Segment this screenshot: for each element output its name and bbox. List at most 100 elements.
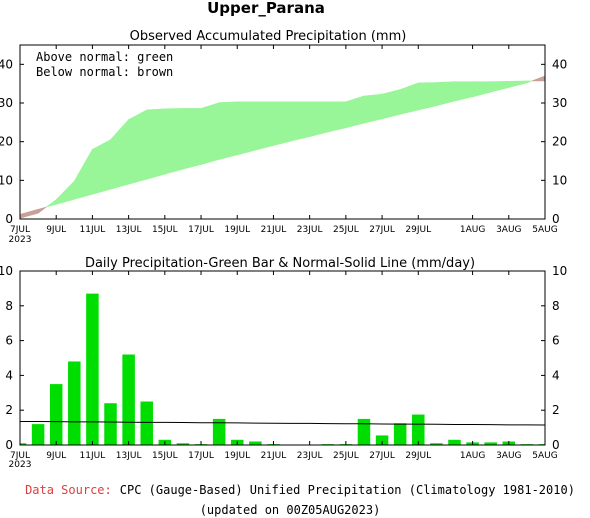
daily-x-tick-label: 17JUL <box>188 451 214 461</box>
accumulated-x-tick-label: 15JUL <box>152 225 178 235</box>
below-normal-area <box>531 75 546 82</box>
daily-y-tick-label: 4 <box>5 368 13 382</box>
daily-x-tick-label: 23JUL <box>297 451 323 461</box>
daily-x-tick-label: 19JUL <box>224 451 250 461</box>
data-source-label: Data Source: <box>25 483 112 497</box>
above-normal-area <box>436 81 455 107</box>
accumulated-x-tick-label: 19JUL <box>224 225 250 235</box>
daily-y-tick-label-right: 8 <box>552 299 560 313</box>
accumulated-y-tick-label: 0 <box>5 212 13 226</box>
daily-x-tick-label: 29JUL <box>405 451 431 461</box>
page-title: Upper_Parana <box>207 0 325 17</box>
above-normal-area <box>128 109 148 185</box>
daily-chart-title: Daily Precipitation-Green Bar & Normal-S… <box>85 256 475 271</box>
daily-year-label: 2023 <box>9 460 32 470</box>
above-normal-area <box>291 101 310 142</box>
daily-x-tick-label: 27JUL <box>369 451 395 461</box>
accumulated-x-axis: 7JUL 9JUL 11JUL 13JUL 15JUL 17JUL 19JUL 21JUL 23… <box>10 45 558 235</box>
above-normal-area <box>218 101 238 160</box>
daily-bar <box>31 424 45 445</box>
daily-bar <box>393 423 407 445</box>
above-normal-area <box>417 82 437 111</box>
above-normal-area <box>345 95 365 129</box>
above-normal-area <box>472 81 491 98</box>
daily-y-tick-label-right: 4 <box>552 368 560 382</box>
above-normal-area <box>255 101 274 151</box>
daily-x-axis: 7JUL 9JUL 11JUL 13JUL 15JUL 17JUL 19JUL 21JUL 23… <box>10 271 558 461</box>
daily-x-tick-label: 3AUG <box>496 451 521 461</box>
daily-y-axis: 0 0 2 2 4 4 6 6 8 8 10 10 <box>0 264 567 452</box>
above-normal-area <box>381 89 401 120</box>
above-normal-area <box>327 101 347 133</box>
updated-label: (updated on 00Z05AUG2023) <box>200 503 381 517</box>
daily-y-tick-label: 8 <box>5 299 13 313</box>
daily-x-tick-label: 15JUL <box>152 451 178 461</box>
accumulated-y-tick-label: 20 <box>0 135 13 149</box>
daily-x-tick-label: 1AUG <box>460 451 485 461</box>
accumulated-y-tick-label-right: 40 <box>552 57 567 71</box>
daily-bar <box>140 401 153 445</box>
daily-x-tick-label: 5AUG <box>532 451 557 461</box>
daily-y-tick-label-right: 2 <box>552 403 560 417</box>
above-normal-area <box>454 81 473 102</box>
accumulated-chart-title: Observed Accumulated Precipitation (mm) <box>130 29 407 44</box>
accumulated-y-tick-label: 30 <box>0 96 13 110</box>
daily-y-tick-label-right: 6 <box>552 334 560 348</box>
above-normal-area <box>200 102 220 165</box>
accumulated-x-tick-label: 17JUL <box>188 225 214 235</box>
above-normal-area <box>182 108 202 170</box>
above-normal-area <box>490 81 510 93</box>
accumulated-chart: Observed Accumulated Precipitation (mm) … <box>0 29 567 245</box>
accumulated-x-tick-label: 7JUL <box>10 225 30 235</box>
accumulated-y-tick-label-right: 0 <box>552 212 560 226</box>
accumulated-x-tick-label: 21JUL <box>261 225 287 235</box>
daily-bar <box>68 361 81 445</box>
above-normal-area <box>55 180 75 205</box>
daily-y-tick-label: 2 <box>5 403 13 417</box>
daily-x-tick-label: 7JUL <box>10 451 30 461</box>
daily-bar <box>122 354 135 445</box>
above-normal-area <box>363 93 383 124</box>
accumulated-x-tick-label: 3AUG <box>496 225 521 235</box>
accumulated-x-tick-label: 9JUL <box>46 225 66 235</box>
daily-bar <box>212 418 226 445</box>
accumulated-y-tick-label: 40 <box>0 57 13 71</box>
data-source-text: CPC (Gauge-Based) Unified Precipitation … <box>120 483 575 497</box>
accumulated-y-axis: 0 0 10 10 20 20 30 30 40 40 <box>0 57 567 226</box>
legend-below-normal: Below normal: brown <box>36 65 173 79</box>
legend-above-normal: Above normal: green <box>36 50 173 64</box>
above-normal-area <box>146 108 166 180</box>
accumulated-x-tick-label: 11JUL <box>80 225 106 235</box>
daily-x-tick-label: 25JUL <box>333 451 359 461</box>
accumulated-y-tick-label-right: 20 <box>552 135 567 149</box>
accumulated-year-label: 2023 <box>9 235 32 245</box>
accumulated-x-tick-label: 29JUL <box>405 225 431 235</box>
daily-y-tick-label: 10 <box>0 264 13 278</box>
accumulated-x-tick-label: 23JUL <box>297 225 323 235</box>
daily-plot-frame <box>19 270 546 446</box>
daily-x-tick-label: 21JUL <box>261 451 287 461</box>
below-normal-area <box>37 206 47 214</box>
daily-chart: Daily Precipitation-Green Bar & Normal-S… <box>0 256 567 470</box>
accumulated-x-tick-label: 13JUL <box>116 225 142 235</box>
accumulated-x-tick-label: 1AUG <box>460 225 485 235</box>
daily-y-tick-label: 0 <box>5 438 13 452</box>
daily-bar <box>49 384 63 445</box>
daily-y-tick-label-right: 10 <box>552 264 567 278</box>
above-normal-area <box>46 199 57 208</box>
daily-bar <box>176 443 190 445</box>
above-normal-area <box>110 118 129 190</box>
accumulated-x-tick-label: 25JUL <box>333 225 359 235</box>
above-normal-area <box>508 80 528 88</box>
daily-normal-line <box>20 421 546 426</box>
accumulated-x-tick-label: 5AUG <box>532 225 557 235</box>
above-normal-area <box>164 108 184 175</box>
above-normal-area <box>236 101 256 156</box>
daily-bar <box>412 414 425 445</box>
daily-bar <box>357 418 371 445</box>
accumulated-plot-frame <box>19 44 546 220</box>
above-normal-area <box>526 80 533 84</box>
daily-bar <box>484 442 497 445</box>
daily-y-tick-label-right: 0 <box>552 438 560 452</box>
